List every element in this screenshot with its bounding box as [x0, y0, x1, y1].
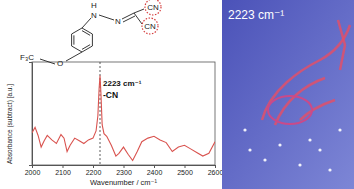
atom-label: H	[91, 1, 97, 10]
x-tick-mark	[154, 165, 155, 168]
image-dot	[328, 168, 331, 171]
x-axis-title: Wavenumber / cm⁻¹	[90, 178, 158, 187]
image-dot	[298, 163, 301, 166]
x-tick-mark	[185, 165, 186, 168]
bond	[82, 45, 90, 50]
plot-frame	[32, 62, 215, 165]
spectrum-line	[32, 75, 215, 160]
image-dot	[318, 148, 321, 151]
atom-label: CN	[147, 3, 159, 12]
x-tick-label: 2300	[116, 169, 132, 176]
x-tick: 2400	[147, 165, 163, 176]
image-label: 2223 cm⁻¹	[228, 8, 284, 22]
atom-label: F₃C	[20, 53, 34, 62]
x-axis-line	[33, 166, 216, 169]
structure: HNNCNCNOF₃C	[20, 0, 161, 68]
x-tick: 2000	[25, 165, 41, 176]
image-panel: 2223 cm⁻¹	[222, 0, 354, 189]
image-feature	[262, 25, 350, 120]
x-tick: 2500	[177, 165, 193, 176]
bond	[66, 52, 82, 61]
atom-label: O	[57, 59, 63, 68]
bond	[40, 59, 55, 64]
bond	[71, 34, 72, 46]
bond	[99, 15, 114, 20]
image-background	[222, 0, 354, 189]
bond	[134, 13, 142, 24]
y-axis	[29, 63, 33, 166]
atom-label: N	[115, 17, 121, 26]
x-tick-mark	[215, 165, 216, 168]
bond	[82, 18, 91, 28]
image-feature	[300, 100, 335, 120]
image-dot	[278, 143, 281, 146]
bond	[72, 28, 82, 34]
x-tick: 2300	[116, 165, 132, 176]
x-tick-mark	[63, 165, 64, 168]
x-tick-label: 2400	[147, 169, 163, 176]
image-dot	[248, 148, 251, 151]
annotation-text: -CN	[103, 90, 118, 100]
x-axis: 2000 2100 2200 2300 2400 2500 2600	[25, 165, 224, 176]
annotation-text: 2223 cm⁻¹	[103, 79, 142, 88]
image-dot	[263, 158, 266, 161]
x-tick: 2100	[55, 165, 71, 176]
x-tick-mark	[124, 165, 125, 168]
image-dot	[243, 128, 246, 131]
image-feature	[268, 96, 312, 124]
x-tick: 2200	[86, 165, 102, 176]
bond	[134, 9, 144, 13]
x-tick-label: 2500	[177, 169, 193, 176]
figure: 2000 2100 2200 2300 2400 2500 2600 Wavenumber /…	[0, 0, 354, 189]
bond	[92, 34, 93, 46]
bond	[123, 16, 135, 22]
bond	[82, 46, 92, 52]
image-dot	[338, 128, 341, 131]
bond	[73, 35, 74, 44]
bond	[122, 13, 134, 19]
bond	[72, 46, 82, 52]
bond	[82, 28, 92, 34]
x-tick-label: 2000	[25, 169, 41, 176]
y-axis-title: Absorbance (subtract) [a.u.]	[6, 84, 14, 164]
plot-area	[32, 62, 215, 165]
image-feature	[338, 20, 345, 70]
x-tick-mark	[93, 165, 94, 168]
atom-label: CN	[144, 22, 156, 31]
x-tick-label: 2600	[208, 169, 224, 176]
image-feature	[275, 78, 325, 125]
x-tick: 2600	[208, 165, 224, 176]
x-tick-label: 2100	[55, 169, 71, 176]
highlight-circle	[142, 18, 158, 34]
y-axis-line	[29, 63, 33, 166]
atom-label: N	[91, 11, 97, 20]
x-tick-label: 2200	[86, 169, 102, 176]
highlight-circle	[145, 0, 161, 15]
image-dot	[308, 138, 311, 141]
bond	[82, 31, 90, 36]
